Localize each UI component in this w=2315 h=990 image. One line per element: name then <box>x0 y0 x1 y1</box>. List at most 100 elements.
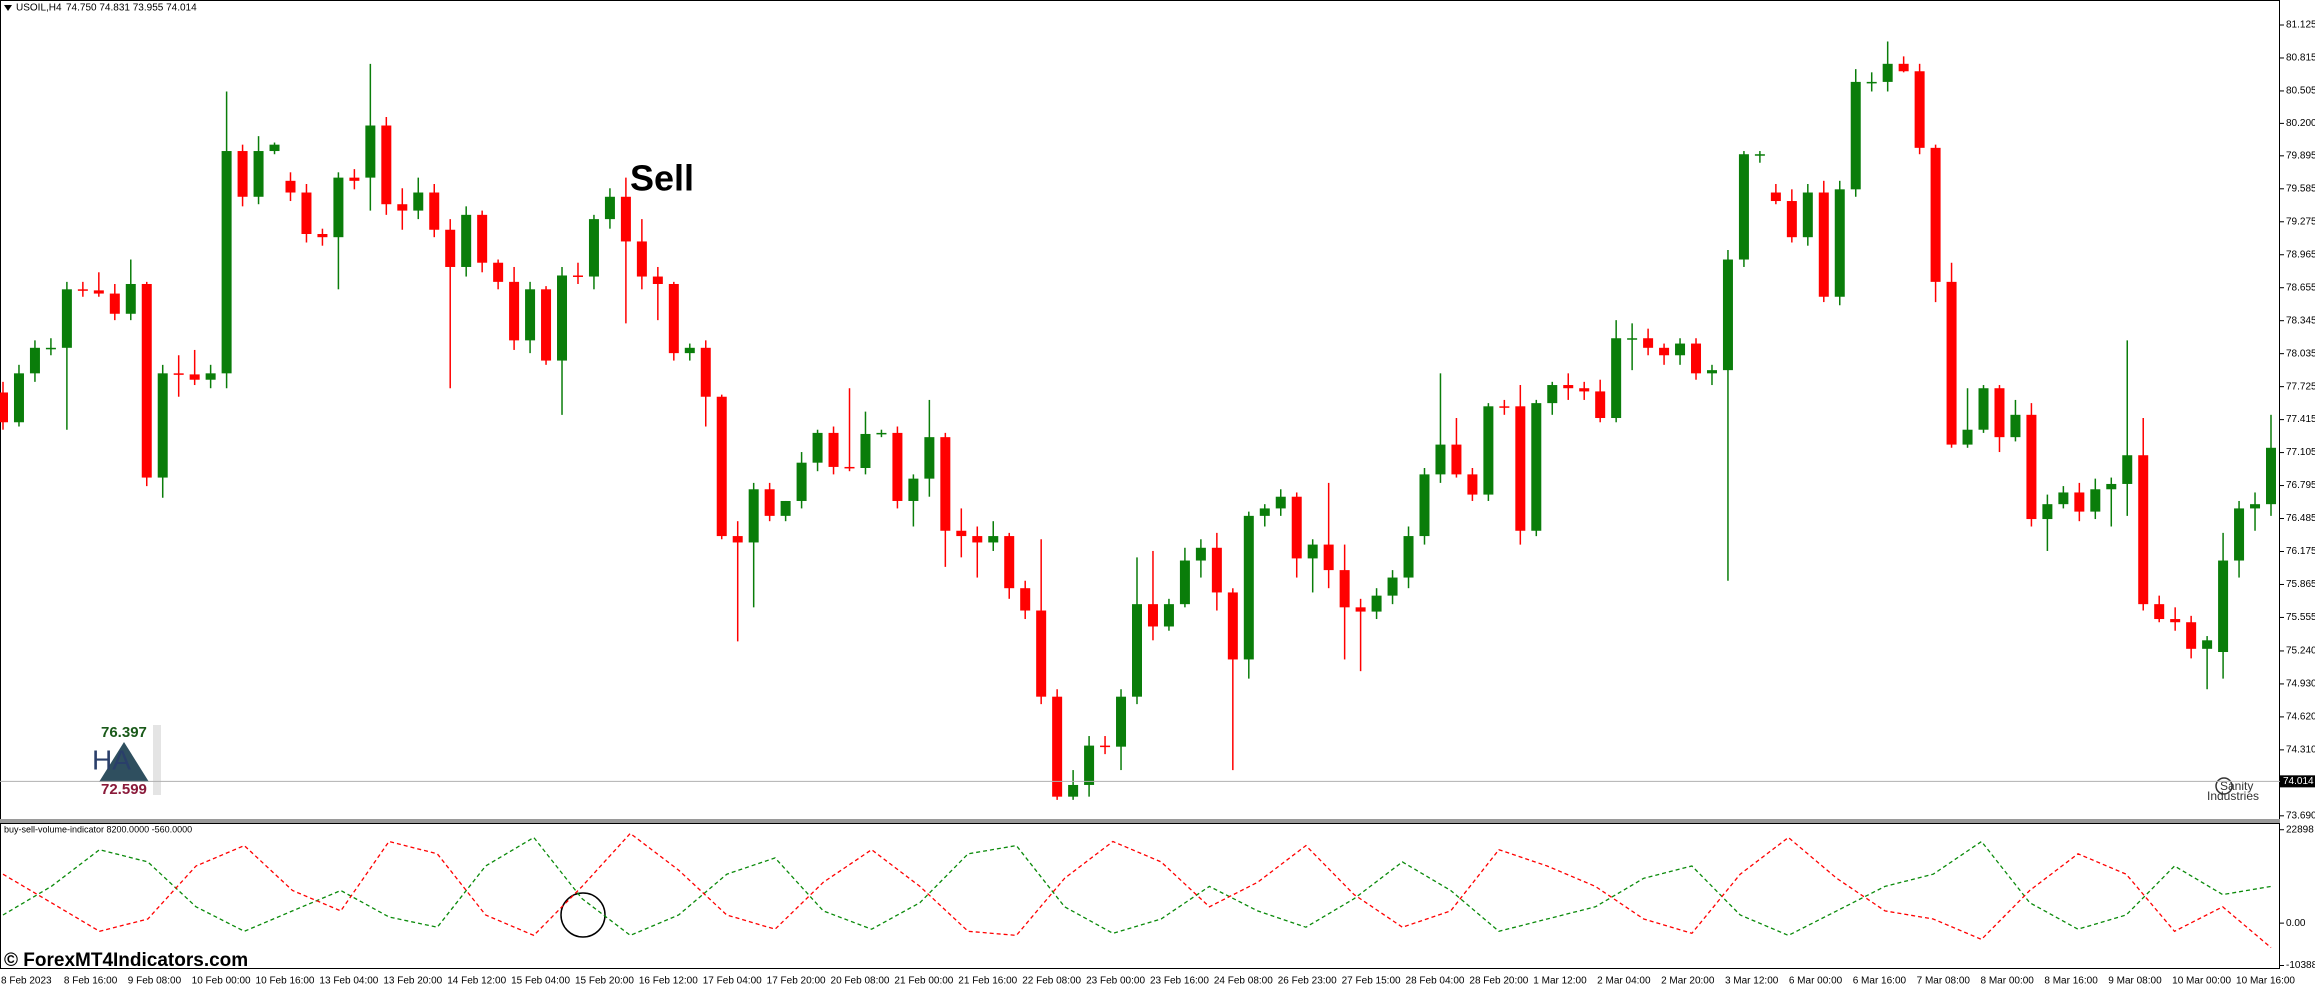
candle-body <box>812 432 823 463</box>
y-tick-label: 80.200 <box>2286 118 2315 129</box>
candle-body <box>1116 696 1127 747</box>
symbol-title: USOIL,H4 <box>16 3 62 14</box>
candle-body <box>636 241 647 277</box>
candle-body <box>2250 504 2261 509</box>
logo: Sanity Industries <box>2207 777 2259 803</box>
x-tick-label: 10 Feb 16:00 <box>256 976 315 987</box>
logo-line: Industries <box>2207 789 2259 803</box>
candle-body <box>668 283 679 354</box>
x-tick-label: 8 Mar 00:00 <box>1981 976 2035 987</box>
candle-body <box>541 289 552 361</box>
candle-body <box>1084 745 1095 785</box>
candle-body <box>700 347 711 397</box>
x-tick-label: 2 Mar 20:00 <box>1661 976 1715 987</box>
x-tick-label: 15 Feb 20:00 <box>575 976 634 987</box>
x-tick-label: 10 Mar 00:00 <box>2172 976 2231 987</box>
candle-body <box>924 437 935 479</box>
sell-annotation: Sell <box>630 158 694 199</box>
logo-line: Sanity <box>2220 779 2253 793</box>
candle-body <box>892 432 903 501</box>
candle-body <box>1930 147 1941 282</box>
candle-body <box>988 536 999 543</box>
candle-body <box>1563 385 1574 389</box>
candle-body <box>1802 192 1813 238</box>
candle-body <box>269 144 280 152</box>
candle-body <box>1291 496 1302 559</box>
x-tick-label: 16 Feb 12:00 <box>639 976 698 987</box>
candle-body <box>109 293 120 314</box>
ohlc-header: 74.750 74.831 73.955 74.014 <box>66 3 197 14</box>
candle-body <box>2010 414 2021 438</box>
ha-upper: 76.397 <box>101 724 147 741</box>
y-tick-label: 74.620 <box>2286 712 2315 723</box>
candle-body <box>588 219 599 277</box>
candle-body <box>45 347 56 350</box>
highlight-circle <box>560 892 606 938</box>
x-tick-label: 13 Feb 20:00 <box>383 976 442 987</box>
y-tick-label: 74.310 <box>2286 745 2315 756</box>
candle-body <box>445 229 456 267</box>
x-tick-label: 14 Feb 12:00 <box>447 976 506 987</box>
y-tick-label: 78.345 <box>2286 315 2315 326</box>
candle-body <box>1994 388 2005 438</box>
candle-body <box>1323 544 1334 571</box>
candle-body <box>1722 259 1733 371</box>
candle-body <box>1754 154 1765 156</box>
candle-body <box>1579 388 1590 392</box>
y2-tick-label: -10388 <box>2286 960 2315 971</box>
x-tick-label: 23 Feb 00:00 <box>1086 976 1145 987</box>
candle-body <box>1611 338 1622 419</box>
candle-body <box>732 536 743 543</box>
candle-body <box>477 214 488 263</box>
y-tick-label: 80.815 <box>2286 53 2315 64</box>
candle-body <box>1052 696 1063 797</box>
candle-body <box>285 180 296 193</box>
x-tick-label: 8 Mar 16:00 <box>2044 976 2098 987</box>
candle-body <box>29 347 40 374</box>
candle-body <box>93 290 104 294</box>
menu-arrow[interactable] <box>4 5 12 11</box>
y-tick-label: 76.485 <box>2286 513 2315 524</box>
candle-body <box>365 125 376 178</box>
candle-body <box>1307 544 1318 559</box>
x-tick-label: 6 Mar 00:00 <box>1789 976 1843 987</box>
x-tick-label: 15 Feb 04:00 <box>511 976 570 987</box>
y-tick-label: 73.690 <box>2286 810 2315 821</box>
y2-tick-label: 22898 <box>2286 824 2314 835</box>
candle-body <box>1243 515 1254 660</box>
candle-body <box>1706 370 1717 374</box>
y-tick-label: 80.505 <box>2286 86 2315 97</box>
candle-body <box>1659 347 1670 356</box>
candles <box>0 41 2276 800</box>
candle-body <box>828 432 839 467</box>
y-tick-label: 81.125 <box>2286 20 2315 31</box>
candle-body <box>2138 455 2149 605</box>
candle-body <box>796 462 807 501</box>
x-tick-label: 17 Feb 20:00 <box>767 976 826 987</box>
x-tick-label: 21 Feb 16:00 <box>958 976 1017 987</box>
candle-body <box>1818 192 1829 297</box>
x-tick-label: 26 Feb 23:00 <box>1278 976 1337 987</box>
indicator-title: buy-sell-volume-indicator 8200.0000 -560… <box>4 824 192 834</box>
candle-body <box>652 276 663 284</box>
y-tick-label: 79.895 <box>2286 150 2315 161</box>
y-tick-label: 75.240 <box>2286 646 2315 657</box>
x-tick-label: 28 Feb 04:00 <box>1406 976 1465 987</box>
y-tick-label: 79.585 <box>2286 183 2315 194</box>
candle-body <box>780 500 791 516</box>
x-tick-label: 27 Feb 15:00 <box>1342 976 1401 987</box>
logo-mark <box>2215 777 2233 795</box>
candle-body <box>381 125 392 205</box>
indicator-line <box>2 832 2272 949</box>
candle-body <box>1195 547 1206 561</box>
candle-body <box>1547 385 1558 404</box>
candle-body <box>2186 622 2197 649</box>
candle-body <box>2058 492 2069 505</box>
x-tick-label: 23 Feb 16:00 <box>1150 976 1209 987</box>
candle-body <box>2106 483 2117 490</box>
x-tick-label: 24 Feb 08:00 <box>1214 976 1273 987</box>
x-tick-label: 8 Feb 2023 <box>1 976 52 987</box>
candle-body <box>141 283 152 478</box>
